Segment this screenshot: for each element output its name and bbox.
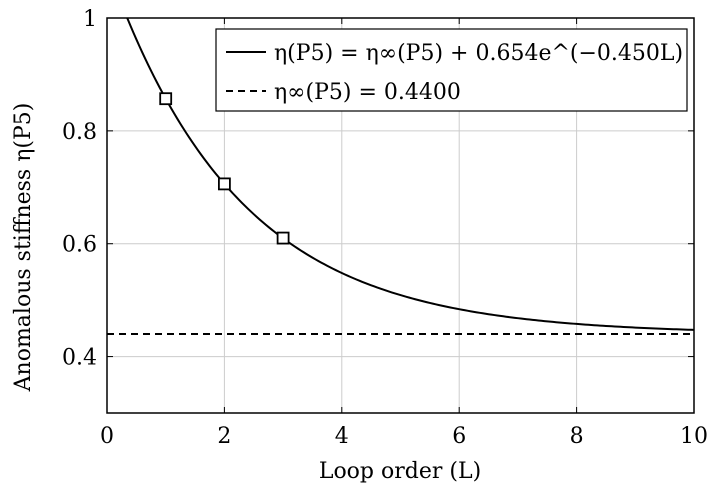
fit-curve-line bbox=[126, 18, 694, 331]
y-tick-label: 1 bbox=[83, 7, 97, 32]
data-point-square bbox=[276, 231, 290, 245]
y-tick-label: 0.8 bbox=[62, 120, 97, 145]
legend-label-fit: η(P5) = η∞(P5) + 0.654e^(−0.450L) bbox=[274, 41, 683, 66]
data-point-square bbox=[159, 92, 173, 106]
y-tick-label: 0.6 bbox=[62, 233, 97, 258]
tick-labels: 0 2 4 6 8 10 0.4 0.6 0.8 1 bbox=[62, 7, 708, 449]
x-tick-label: 6 bbox=[452, 424, 466, 449]
x-tick-label: 2 bbox=[217, 424, 231, 449]
y-tick-label: 0.4 bbox=[62, 346, 97, 371]
x-tick-label: 4 bbox=[335, 424, 349, 449]
x-axis-label: Loop order (L) bbox=[319, 459, 481, 484]
plot-frame bbox=[106, 17, 695, 414]
legend-box bbox=[215, 28, 688, 112]
y-axis-label: Anomalous stiffness η(P5) bbox=[11, 103, 36, 393]
legend-label-asymptote: η∞(P5) = 0.4400 bbox=[274, 80, 461, 105]
x-tick-label: 8 bbox=[570, 424, 584, 449]
data-point-square bbox=[217, 177, 231, 191]
series-layer bbox=[107, 18, 694, 335]
legend: η(P5) = η∞(P5) + 0.654e^(−0.450L) η∞(P5)… bbox=[215, 28, 688, 112]
x-tick-label: 0 bbox=[100, 424, 114, 449]
x-tick-label: 10 bbox=[680, 424, 708, 449]
